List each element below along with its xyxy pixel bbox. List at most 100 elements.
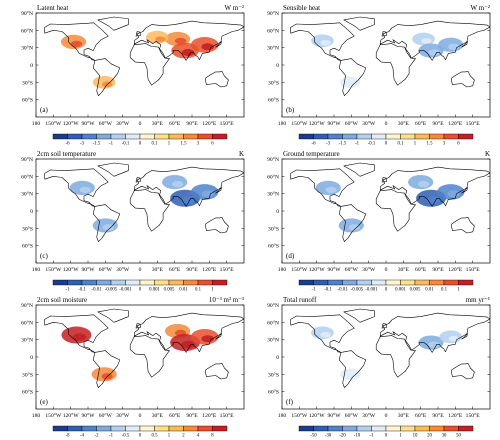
map-frame <box>35 12 245 118</box>
colorbar-swatch <box>458 425 474 432</box>
colorbar-label: 1 <box>457 288 460 293</box>
coastline <box>92 350 121 388</box>
lon-tick-label: 120°E <box>202 412 217 419</box>
colorbar-swatch <box>298 133 314 140</box>
colorbar-label: -0.5 <box>122 434 130 439</box>
colorbar-label: 6 <box>457 142 460 147</box>
lon-tick-label: 120°W <box>63 412 80 419</box>
lat-tick-label: 60°N <box>267 27 279 34</box>
colorbar-label: -1 <box>109 142 114 147</box>
colorbar-label: -0.1 <box>368 142 376 147</box>
colorbar-swatch <box>52 425 68 432</box>
lon-tick-label: 0 <box>139 121 142 127</box>
colorbar-swatch <box>52 279 68 286</box>
colorbar-swatch <box>183 279 199 286</box>
coastline <box>450 217 475 234</box>
coastline <box>381 31 387 37</box>
lon-tick-label: 150°W <box>291 120 308 127</box>
colorbar-label: -30 <box>325 434 332 439</box>
colorbar-label: -1 <box>109 434 114 439</box>
colorbar-swatch <box>298 279 314 286</box>
lon-tick-label: 120°E <box>448 266 463 273</box>
lat-tick-label: 30°N <box>267 45 279 52</box>
lon-tick-label: 90°E <box>432 412 444 419</box>
colorbar-label: 0 <box>139 142 142 147</box>
colorbar-swatch <box>125 425 141 432</box>
panel-units: 10⁻³ m³ m⁻³ <box>209 296 244 304</box>
anomaly-core <box>181 49 195 57</box>
lon-tick-label: 150°E <box>220 412 235 419</box>
lon-tick-label: 30°W <box>362 266 376 273</box>
colorbar-swatch <box>96 279 112 286</box>
lon-tick-label: 150°W <box>291 412 308 419</box>
colorbar-swatch <box>168 279 184 286</box>
lon-tick-label: 30°E <box>152 266 164 273</box>
anomaly-core <box>201 335 214 343</box>
coastline <box>379 166 490 207</box>
colorbar-label: 3 <box>197 142 200 147</box>
coastline <box>461 40 468 48</box>
colorbar-label: -0.01 <box>92 288 103 293</box>
panel-title: Total runoff <box>283 296 317 304</box>
colorbar-label: -1 <box>370 434 375 439</box>
lon-tick-label: 30°E <box>152 412 164 419</box>
lon-tick-label: 120°W <box>63 120 80 127</box>
coastline <box>379 20 490 61</box>
coastline <box>135 31 141 37</box>
lat-tick-label: 60°N <box>21 319 33 326</box>
colorbar-label: -10 <box>354 434 361 439</box>
colorbar-label: 0.001 <box>395 288 406 293</box>
coastline <box>338 58 367 96</box>
panel-units: mm yr⁻¹ <box>466 296 490 304</box>
lon-tick-label: 90°E <box>186 120 198 127</box>
lat-tick-label: 30°S <box>268 225 279 232</box>
colorbar-swatch <box>67 279 83 286</box>
colorbar-label: 2 <box>182 434 185 439</box>
colorbar-label: 8 <box>211 434 214 439</box>
colorbar-swatch <box>458 133 474 140</box>
colorbar-label: -8 <box>66 434 71 439</box>
colorbar-swatch <box>125 279 141 286</box>
lon-tick-label: 120°E <box>448 120 463 127</box>
colorbar-swatch <box>110 133 126 140</box>
lon-tick-label: 30°E <box>398 266 410 273</box>
coastline <box>133 20 244 61</box>
lon-tick-label: 150°E <box>466 266 481 273</box>
colorbar-label: -0.001 <box>365 288 378 293</box>
colorbar-swatch <box>400 279 416 286</box>
coastline <box>205 363 229 380</box>
panel-letter: (d) <box>286 252 295 260</box>
colorbar-label: -0.1 <box>78 288 86 293</box>
coastline <box>338 204 367 242</box>
panel-units: W m⁻² <box>471 4 490 12</box>
panel-title: Latent heat <box>37 4 68 12</box>
coastline <box>215 332 222 340</box>
lat-tick-label: 30°N <box>21 337 33 344</box>
lon-tick-label: 90°E <box>432 120 444 127</box>
colorbar-label: 0 <box>385 142 388 147</box>
colorbar-swatch <box>212 425 228 432</box>
lat-tick-label: 30°S <box>268 79 279 86</box>
lon-tick-label: 30°E <box>152 120 164 127</box>
colorbar-label: 0.005 <box>164 288 175 293</box>
colorbar-label: 0.01 <box>179 288 188 293</box>
lat-tick-label: 60°N <box>267 319 279 326</box>
lon-tick-label: 0 <box>385 121 388 127</box>
colorbar-swatch <box>168 133 184 140</box>
lat-tick-label: 30°N <box>21 45 33 52</box>
colorbar-swatch <box>96 425 112 432</box>
lon-tick-label: 90°W <box>327 412 341 419</box>
anomaly-core <box>155 36 166 43</box>
coastline <box>133 312 244 353</box>
anomaly-core <box>448 335 459 342</box>
coastline <box>381 323 387 329</box>
anomaly-hotspot <box>339 76 361 89</box>
colorbar-swatch <box>67 133 83 140</box>
colorbar-swatch <box>385 279 401 286</box>
panel-units: K <box>485 150 490 158</box>
lon-tick-label: 180 <box>32 267 41 273</box>
colorbar-swatch <box>400 425 416 432</box>
lat-tick-label: 0 <box>30 355 33 361</box>
colorbar-label: 0.1 <box>441 288 448 293</box>
